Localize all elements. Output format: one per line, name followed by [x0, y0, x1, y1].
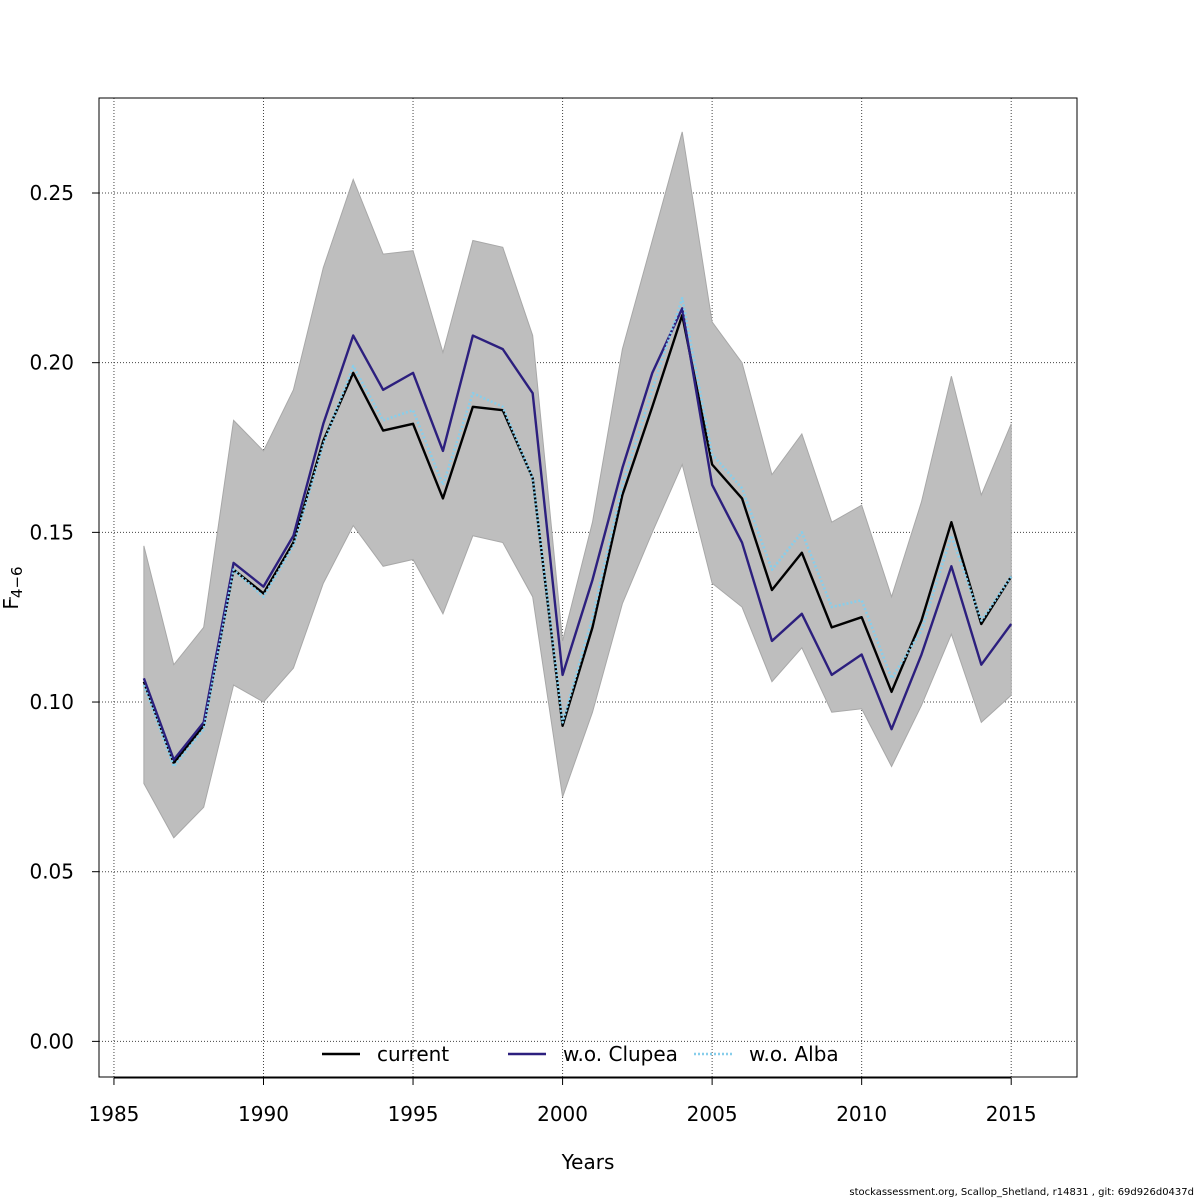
legend-label-1: w.o. Clupea	[563, 1042, 678, 1066]
confidence-band	[143, 131, 1012, 839]
y-axis-label-subscript: 4−6	[8, 566, 26, 598]
series-line-w-o-clupea	[142, 307, 1013, 761]
legend: current w.o. Clupea w.o. Alba	[322, 1042, 839, 1066]
y-axis: 0.00 0.05 0.10 0.15 0.20 0.25	[29, 181, 100, 1053]
y-tick-label-0: 0.00	[29, 1029, 74, 1053]
x-tick-label-0: 1985	[89, 1102, 140, 1126]
x-axis-label: Years	[561, 1150, 615, 1174]
x-tick-label-4: 2005	[687, 1102, 738, 1126]
x-axis: 1985 1990 1995 2000 2005 2010 2015	[89, 1077, 1037, 1126]
y-tick-label-4: 0.20	[29, 351, 74, 375]
x-tick-label-1: 1990	[238, 1102, 289, 1126]
x-tick-label-6: 2015	[986, 1102, 1037, 1126]
y-tick-label-2: 0.10	[29, 690, 74, 714]
legend-label-2: w.o. Alba	[749, 1042, 839, 1066]
legend-label-0: current	[377, 1042, 449, 1066]
confidence-band-area	[143, 131, 1012, 839]
footer-credit: stockassessment.org, Scallop_Shetland, r…	[849, 1187, 1194, 1198]
y-tick-label-3: 0.15	[29, 520, 74, 544]
series-line-current	[142, 313, 1013, 765]
y-axis-label-main: F	[0, 598, 23, 610]
y-tick-label-5: 0.25	[29, 181, 74, 205]
x-tick-label-5: 2010	[836, 1102, 887, 1126]
y-tick-label-1: 0.05	[29, 860, 74, 884]
x-tick-label-2: 1995	[388, 1102, 439, 1126]
y-axis-label: F4−6	[0, 566, 26, 609]
svg-text:F4−6: F4−6	[0, 566, 26, 609]
x-tick-label-3: 2000	[537, 1102, 588, 1126]
series-line-w-o-alba	[142, 296, 1013, 768]
series-lines	[142, 296, 1013, 768]
